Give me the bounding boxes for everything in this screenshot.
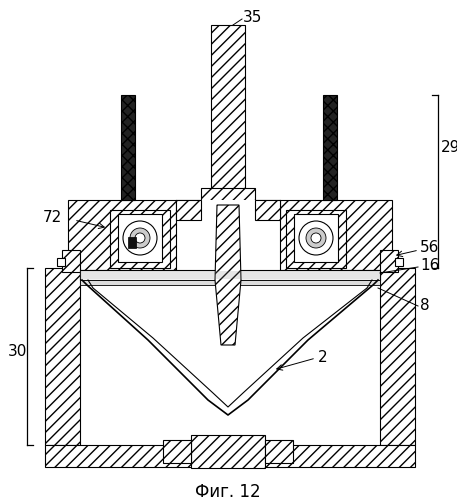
Polygon shape [215,205,241,345]
Text: 29: 29 [441,140,457,156]
Text: Фиг. 12: Фиг. 12 [195,483,261,500]
Bar [294,214,338,262]
Bar [395,258,403,266]
Circle shape [135,233,145,243]
Polygon shape [176,200,201,220]
Text: 2: 2 [318,350,328,366]
Polygon shape [211,25,245,190]
Polygon shape [380,250,398,272]
Polygon shape [380,268,415,445]
Polygon shape [163,440,191,463]
Polygon shape [286,210,346,268]
Bar [80,270,380,280]
Circle shape [306,228,326,248]
Polygon shape [201,188,255,205]
Text: 8: 8 [420,298,430,312]
Polygon shape [45,445,415,467]
Polygon shape [121,95,135,200]
Bar [80,280,380,285]
Text: 35: 35 [243,10,262,24]
Polygon shape [45,268,80,445]
Bar [118,214,162,262]
Polygon shape [265,440,293,463]
Text: 72: 72 [43,210,62,226]
Polygon shape [255,200,280,220]
Bar [176,200,280,270]
Circle shape [311,233,321,243]
Polygon shape [323,95,337,200]
Bar [57,258,65,266]
Circle shape [123,221,157,255]
Text: 16: 16 [420,258,439,272]
Polygon shape [110,210,170,268]
Circle shape [299,221,333,255]
Polygon shape [62,250,80,272]
Polygon shape [191,435,265,468]
Polygon shape [128,237,136,248]
Circle shape [130,228,150,248]
Text: 56: 56 [420,240,439,256]
Text: 30: 30 [8,344,27,360]
Polygon shape [68,200,392,270]
